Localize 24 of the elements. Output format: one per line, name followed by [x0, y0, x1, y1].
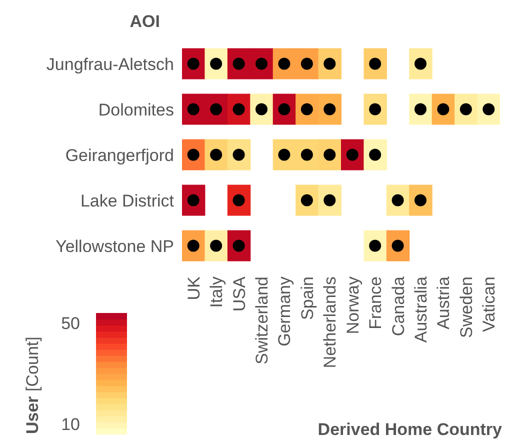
x-tick-label: UK — [184, 276, 204, 300]
color-bar-label: 50 — [61, 314, 80, 334]
y-tick-label: Lake District — [80, 191, 174, 210]
y-tick-label: Yellowstone NP — [56, 236, 174, 256]
x-tick-label: Netherlands — [320, 276, 340, 368]
x-tick-label: Australia — [412, 276, 430, 343]
x-tick-label: USA — [230, 276, 249, 312]
x-tick-label: Switzerland — [252, 276, 272, 364]
color-bar-title: User [Count] — [23, 336, 42, 434]
x-tick-label: Spain — [298, 276, 317, 320]
y-tick-label: Geirangerfjord — [65, 146, 174, 165]
color-bar-label: 10 — [61, 414, 80, 434]
x-tick-label: Germany — [275, 276, 294, 346]
x-tick-label: Vatican — [480, 276, 499, 332]
x-tick-label: Austria — [434, 276, 454, 330]
x-tick-label: France — [366, 276, 386, 330]
x-axis-title: Derived Home Country — [318, 420, 503, 439]
y-tick-label: Dolomites — [98, 100, 174, 120]
y-tick-label: Jungfrau-Aletsch — [46, 54, 174, 74]
x-tick-label: Norway — [343, 276, 362, 334]
y-axis-title: AOI — [130, 12, 160, 31]
x-tick-label: Italy — [207, 276, 226, 308]
x-tick-label: Sweden — [456, 276, 476, 338]
x-tick-label: Canada — [388, 276, 408, 336]
